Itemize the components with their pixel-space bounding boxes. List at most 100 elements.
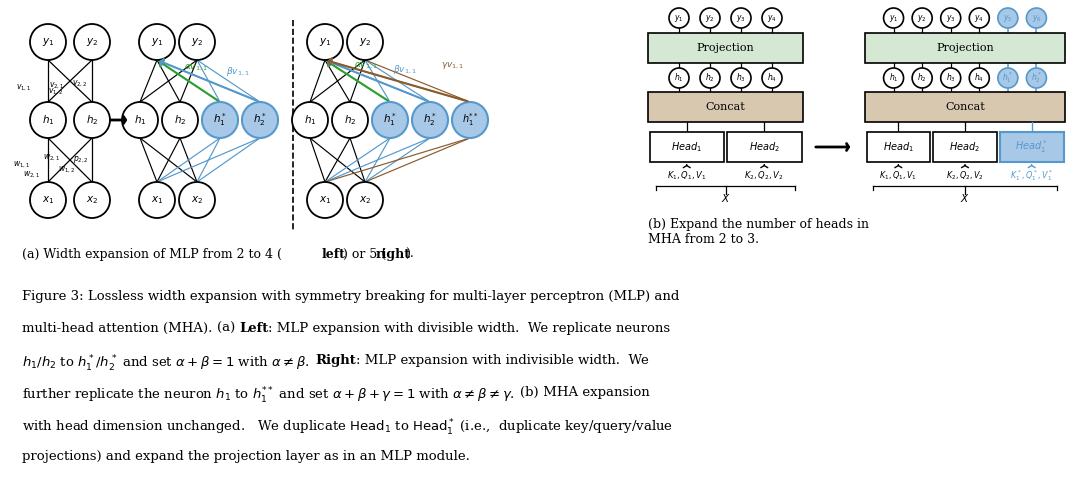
Circle shape bbox=[75, 24, 110, 60]
Text: (a) Width expansion of MLP from 2 to 4 (: (a) Width expansion of MLP from 2 to 4 ( bbox=[22, 248, 282, 261]
Circle shape bbox=[179, 24, 215, 60]
Text: Figure 3: Lossless width expansion with symmetry breaking for multi-layer percep: Figure 3: Lossless width expansion with … bbox=[22, 290, 679, 303]
Text: $h_1^*$: $h_1^*$ bbox=[1002, 71, 1013, 85]
Circle shape bbox=[969, 68, 989, 88]
Circle shape bbox=[179, 182, 215, 218]
Circle shape bbox=[669, 68, 689, 88]
Circle shape bbox=[941, 68, 961, 88]
Text: $X$: $X$ bbox=[720, 192, 730, 204]
Text: $\alpha v_{1,1}$: $\alpha v_{1,1}$ bbox=[354, 61, 378, 71]
Text: $y_1$: $y_1$ bbox=[151, 36, 163, 48]
Text: $x_2$: $x_2$ bbox=[191, 194, 203, 206]
Text: $K_1, Q_1, V_1$: $K_1, Q_1, V_1$ bbox=[879, 170, 917, 182]
Text: $y_2$: $y_2$ bbox=[86, 36, 98, 48]
Text: (b) Expand the number of heads in
MHA from 2 to 3.: (b) Expand the number of heads in MHA fr… bbox=[648, 218, 869, 246]
Text: $v_{1,2}$: $v_{1,2}$ bbox=[48, 87, 64, 97]
Circle shape bbox=[372, 102, 408, 138]
Circle shape bbox=[411, 102, 448, 138]
Text: Projection: Projection bbox=[697, 43, 754, 53]
Text: $h_2^*$: $h_2^*$ bbox=[423, 112, 437, 128]
Text: $v_{1,1}$: $v_{1,1}$ bbox=[16, 83, 32, 93]
Text: $h_1$: $h_1$ bbox=[134, 113, 146, 127]
Text: $y_5$: $y_5$ bbox=[1003, 13, 1013, 24]
Text: $h_1^*$: $h_1^*$ bbox=[213, 112, 227, 128]
Circle shape bbox=[700, 68, 720, 88]
Text: multi-head attention (MHA).: multi-head attention (MHA). bbox=[22, 322, 217, 335]
Text: $y_4$: $y_4$ bbox=[974, 13, 984, 24]
Bar bbox=[865, 33, 1065, 63]
Text: $K_2, Q_2, V_2$: $K_2, Q_2, V_2$ bbox=[744, 170, 784, 182]
Circle shape bbox=[30, 24, 66, 60]
Text: with head dimension unchanged.   We duplicate $\mathrm{Head}_1$ to $\mathrm{Head: with head dimension unchanged. We duplic… bbox=[22, 418, 673, 438]
Circle shape bbox=[122, 102, 158, 138]
Text: $\gamma v_{1,1}$: $\gamma v_{1,1}$ bbox=[442, 60, 464, 71]
Circle shape bbox=[731, 68, 751, 88]
Circle shape bbox=[883, 8, 904, 28]
Text: $y_3$: $y_3$ bbox=[946, 13, 956, 24]
Text: $K_1, Q_1, V_1$: $K_1, Q_1, V_1$ bbox=[667, 170, 706, 182]
Text: $y_2$: $y_2$ bbox=[191, 36, 203, 48]
Text: $y_2$: $y_2$ bbox=[705, 13, 715, 24]
Text: $w_{2,1}$: $w_{2,1}$ bbox=[23, 170, 40, 180]
Text: $\alpha v_{1,1}$: $\alpha v_{1,1}$ bbox=[184, 63, 208, 73]
Text: left: left bbox=[322, 248, 346, 261]
Circle shape bbox=[998, 8, 1017, 28]
Circle shape bbox=[453, 102, 488, 138]
Text: $x_2$: $x_2$ bbox=[359, 194, 372, 206]
Circle shape bbox=[669, 8, 689, 28]
Circle shape bbox=[1026, 68, 1047, 88]
Circle shape bbox=[162, 102, 198, 138]
Text: $Head_2$: $Head_2$ bbox=[748, 140, 780, 154]
Text: $K_1^*, Q_1^*, V_1^*$: $K_1^*, Q_1^*, V_1^*$ bbox=[1010, 169, 1053, 184]
Text: $y_6$: $y_6$ bbox=[1031, 13, 1041, 24]
Circle shape bbox=[139, 24, 175, 60]
Text: $h_1/h_2$ to $h_1^*/h_2^*$ and set $\alpha + \beta = 1$ with $\alpha \neq \beta$: $h_1/h_2$ to $h_1^*/h_2^*$ and set $\alp… bbox=[22, 354, 315, 374]
Circle shape bbox=[202, 102, 238, 138]
Text: $h_2$: $h_2$ bbox=[917, 72, 927, 84]
Circle shape bbox=[139, 182, 175, 218]
Text: projections) and expand the projection layer as in an MLP module.: projections) and expand the projection l… bbox=[22, 450, 470, 463]
Bar bbox=[933, 132, 997, 162]
Circle shape bbox=[1026, 8, 1047, 28]
Circle shape bbox=[292, 102, 328, 138]
Text: $y_1$: $y_1$ bbox=[319, 36, 332, 48]
Text: $v_{2,1}$: $v_{2,1}$ bbox=[50, 81, 65, 91]
Text: : MLP expansion with indivisible width.  We: : MLP expansion with indivisible width. … bbox=[356, 354, 649, 367]
Circle shape bbox=[30, 182, 66, 218]
Text: $h_1$: $h_1$ bbox=[303, 113, 316, 127]
Circle shape bbox=[332, 102, 368, 138]
Circle shape bbox=[30, 102, 66, 138]
Bar bbox=[649, 132, 724, 162]
Text: $w_{1,2}$: $w_{1,2}$ bbox=[58, 165, 76, 175]
Text: $p_{2,2}$: $p_{2,2}$ bbox=[73, 155, 89, 165]
Circle shape bbox=[998, 68, 1017, 88]
Text: further replicate the neuron $h_1$ to $h_1^{**}$ and set $\alpha + \beta + \gamm: further replicate the neuron $h_1$ to $h… bbox=[22, 386, 521, 406]
Text: $Head_1$: $Head_1$ bbox=[671, 140, 702, 154]
Text: Concat: Concat bbox=[705, 102, 745, 112]
Text: ).: ). bbox=[405, 248, 414, 261]
Circle shape bbox=[307, 24, 343, 60]
Text: $y_3$: $y_3$ bbox=[737, 13, 746, 24]
Circle shape bbox=[762, 68, 782, 88]
Circle shape bbox=[700, 8, 720, 28]
Text: $h_2^*$: $h_2^*$ bbox=[1031, 71, 1042, 85]
Circle shape bbox=[913, 8, 932, 28]
Text: right: right bbox=[376, 248, 411, 261]
Text: $h_1$: $h_1$ bbox=[889, 72, 899, 84]
Text: $\beta v_{1,1}$: $\beta v_{1,1}$ bbox=[226, 66, 249, 78]
Text: Projection: Projection bbox=[936, 43, 994, 53]
Text: $h_3$: $h_3$ bbox=[737, 72, 746, 84]
Circle shape bbox=[242, 102, 278, 138]
Text: $Head_2$: $Head_2$ bbox=[949, 140, 981, 154]
Bar bbox=[866, 132, 930, 162]
Bar bbox=[648, 92, 804, 122]
Text: $y_1$: $y_1$ bbox=[889, 13, 899, 24]
Circle shape bbox=[941, 8, 961, 28]
Circle shape bbox=[913, 68, 932, 88]
Text: $h_2$: $h_2$ bbox=[174, 113, 186, 127]
Text: $h_1^*$: $h_1^*$ bbox=[383, 112, 397, 128]
Text: $h_2$: $h_2$ bbox=[343, 113, 356, 127]
Text: $h_1^{**}$: $h_1^{**}$ bbox=[461, 112, 478, 128]
Circle shape bbox=[75, 182, 110, 218]
Circle shape bbox=[75, 102, 110, 138]
